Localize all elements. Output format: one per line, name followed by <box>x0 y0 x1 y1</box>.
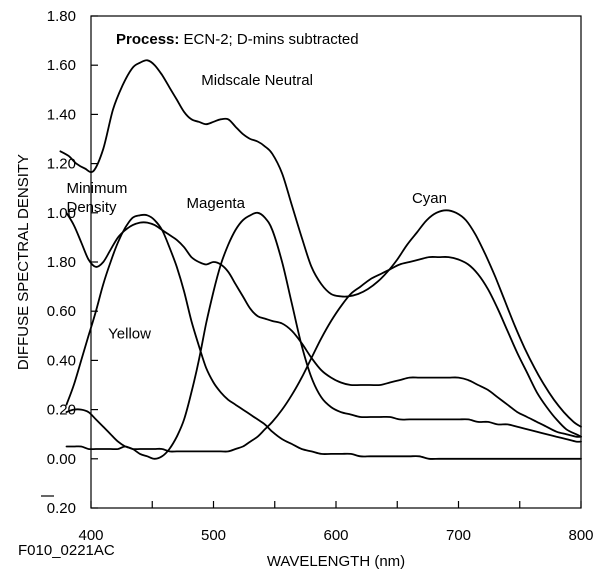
y-tick-label-10: 0.20 <box>47 500 76 517</box>
process-label-text: ECN-2; D-mins subtracted <box>179 31 358 48</box>
y-tick-labels: 1.801.601.401.201.001.800.600.400.200.00… <box>47 8 76 517</box>
label-yellow-line-0: Yellow <box>108 325 151 342</box>
y-tick-label-7: 0.40 <box>47 352 76 369</box>
label-minimum-density-line-1: Density <box>67 199 118 216</box>
tick-marks <box>90 15 582 509</box>
y-tick-label-6: 0.60 <box>47 303 76 320</box>
x-tick-labels: 400 500 600 700 800 <box>78 527 593 544</box>
label-midscale-neutral-line-0: Midscale Neutral <box>201 72 313 89</box>
y-tick-label-8: 0.20 <box>47 402 76 419</box>
label-minimum-density-line-0: Minimum <box>67 180 128 197</box>
x-tick-label-0: 400 <box>78 527 103 544</box>
x-tick-label-4: 800 <box>568 527 593 544</box>
y-tick-label-0: 1.80 <box>47 8 76 25</box>
series-labels: Midscale Neutral Minimum Density Yellow Mage… <box>67 72 447 342</box>
y-axis-title: DIFFUSE SPECTRAL DENSITY <box>15 154 32 370</box>
process-label: Process: ECN-2; D-mins subtracted <box>116 31 359 48</box>
process-label-bold: Process: <box>116 31 179 48</box>
x-axis-title: WAVELENGTH (nm) <box>267 553 405 570</box>
x-tick-label-3: 700 <box>446 527 471 544</box>
x-tick-label-1: 500 <box>201 527 226 544</box>
curve-cyan <box>65 256 582 453</box>
y-tick-label-3: 1.20 <box>47 156 76 173</box>
y-tick-label-9: 0.00 <box>47 451 76 468</box>
curve-magenta <box>65 211 582 460</box>
plot-frame <box>90 15 582 509</box>
y-tick-label-5: 1.80 <box>47 254 76 271</box>
y-tick-label-2: 1.40 <box>47 106 76 123</box>
curve-yellow <box>65 213 582 460</box>
label-cyan-line-0: Cyan <box>412 190 447 207</box>
curve-minimum-density <box>65 211 582 438</box>
y-tick-label-1: 1.60 <box>47 57 76 74</box>
figure-code: F010_0221AC <box>18 542 115 559</box>
label-magenta-line-0: Magenta <box>187 195 246 212</box>
x-tick-label-2: 600 <box>323 527 348 544</box>
curve-midscale-neutral <box>59 59 582 428</box>
curves <box>59 59 582 460</box>
